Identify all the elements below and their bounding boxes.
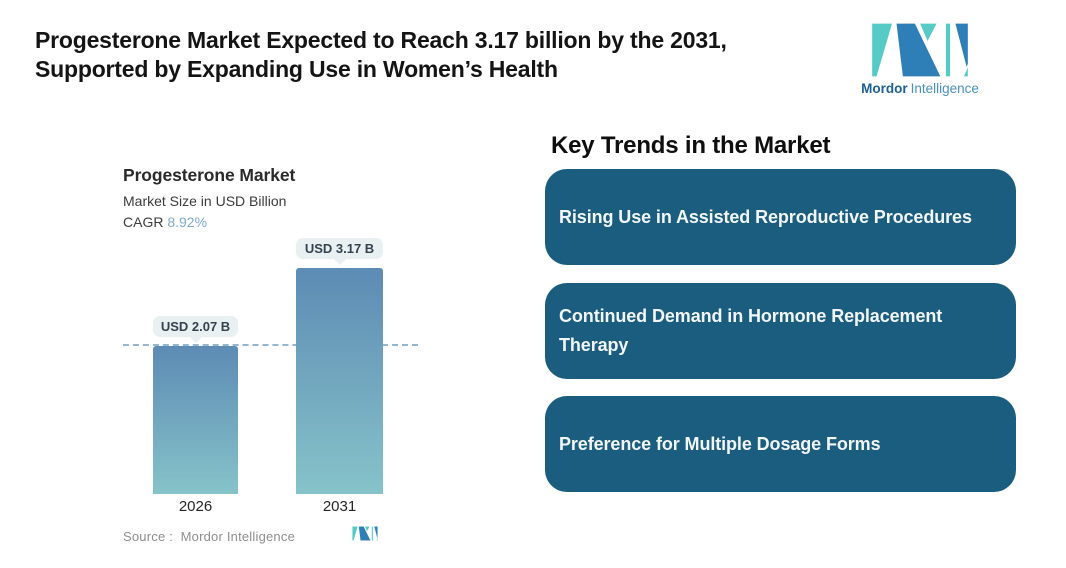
brand-word-secondary: Intelligence — [910, 81, 979, 96]
source-brand-mark — [352, 526, 378, 541]
cagr-label: CAGR — [123, 214, 164, 230]
value-label-2031: USD 3.17 B — [296, 238, 383, 259]
value-label-pointer-icon — [333, 259, 346, 265]
page-title-line2: Supported by Expanding Use in Women’s He… — [35, 56, 558, 82]
trend-card: Preference for Multiple Dosage Forms — [545, 396, 1016, 492]
trends-heading: Key Trends in the Market — [551, 132, 831, 159]
trend-card: Continued Demand in Hormone Replacement … — [545, 283, 1016, 379]
trend-card: Rising Use in Assisted Reproductive Proc… — [545, 169, 1016, 265]
bar-chart-plot: USD 2.07 B USD 3.17 B — [123, 238, 418, 494]
brand-word-primary: Mordor — [861, 81, 908, 96]
trend-card-label: Rising Use in Assisted Reproductive Proc… — [559, 206, 972, 227]
brand-logo: Mordor Intelligence — [860, 22, 980, 96]
mordor-intelligence-mini-logo-icon — [352, 526, 378, 541]
brand-wordmark: Mordor Intelligence — [860, 81, 980, 96]
bar-2031 — [296, 268, 383, 494]
value-label-pointer-icon — [189, 337, 202, 343]
trend-card-label: Preference for Multiple Dosage Forms — [559, 433, 881, 454]
trend-card-label: Continued Demand in Hormone Replacement … — [559, 306, 943, 355]
mordor-intelligence-logo-icon — [870, 22, 970, 78]
chart-header: Progesterone Market Market Size in USD B… — [123, 165, 295, 230]
bar-column-2026: USD 2.07 B — [153, 316, 238, 494]
source-text: Source : Mordor Intelligence — [123, 529, 295, 544]
page-title-line1: Progesterone Market Expected to Reach 3.… — [35, 27, 727, 53]
bar-column-2031: USD 3.17 B — [296, 238, 383, 494]
chart-subtitle: Market Size in USD Billion — [123, 193, 287, 209]
chart-cagr-line: CAGR 8.92% — [123, 214, 295, 230]
bar-2026 — [153, 346, 238, 494]
page-title: Progesterone Market Expected to Reach 3.… — [35, 26, 835, 84]
axis-label-2031: 2031 — [322, 498, 357, 515]
cagr-value: 8.92% — [167, 214, 208, 230]
axis-label-2026: 2026 — [178, 498, 213, 515]
value-label-2026: USD 2.07 B — [153, 316, 238, 337]
reference-line — [123, 344, 418, 346]
chart-title: Progesterone Market — [123, 165, 296, 185]
